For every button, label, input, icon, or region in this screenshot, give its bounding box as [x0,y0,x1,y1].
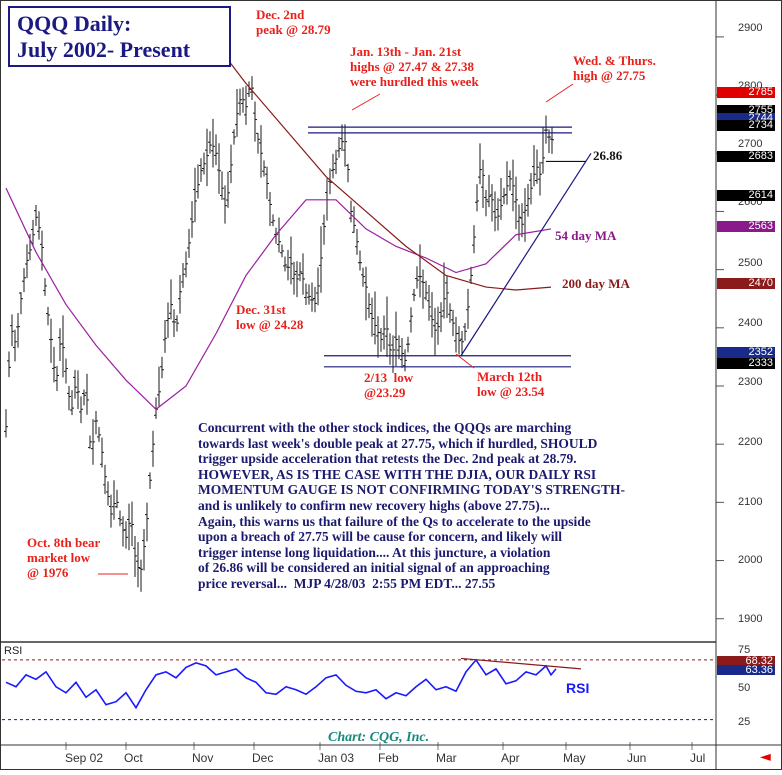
y-tick: 2600 [738,196,763,208]
x-tick: Feb [378,751,399,765]
x-tick: Sep 02 [65,751,104,765]
chart-credit: Chart: CQG, Inc. [328,730,430,745]
price-tag: 2352 [717,347,775,358]
price-tag: 2785 [717,87,775,98]
price-tag: 2755 [717,105,775,116]
price-tag: 2734 [717,120,775,131]
rsi-panel [2,657,716,721]
trendline-uptrend [460,152,592,357]
title-line-2: July 2002- Present [17,37,191,62]
trendlines [98,83,592,575]
x-tick: Jun [627,751,647,765]
x-tick: Oct [124,751,143,765]
annotation-jan-highs: Jan. 13th - Jan. 21st highs @ 27.47 & 27… [350,44,479,89]
x-tick: Nov [192,751,214,765]
scroll-arrow-icon[interactable]: ◄ [760,749,771,765]
x-tick: Jan 03 [318,751,355,765]
y-tick: 2800 [738,80,763,92]
price-tag: 2614 [717,190,775,201]
moving-averages [5,30,552,411]
y-tick: 2100 [738,496,763,508]
annotation-wed-thurs-high: Wed. & Thurs. high @ 27.75 [573,53,656,83]
y-tick: 1900 [738,613,763,625]
y-tick: 2900 [738,22,763,34]
rsi-panel-label: RSI [4,645,23,657]
annotation-pointer [351,93,381,111]
x-tick: Jul [690,751,706,765]
annotation-rsi: RSI [566,680,590,696]
price-tag: 2744 [717,113,775,124]
rsi-value-tag: 63.36 [717,665,775,676]
annotation-oct8-low: Oct. 8th bear market low @ 1976 [27,535,101,580]
rsi-y-tick: 50 [738,682,751,694]
y-tick: 2300 [738,376,763,388]
title-line-1: QQQ Daily: [17,11,132,36]
annotation-feb13-low: 2/13 low @23.29 [364,370,414,400]
annotation-level-2686: 26.86 [593,148,623,163]
x-tick: Apr [501,751,520,765]
chart-title: QQQ Daily: July 2002- Present [8,6,231,67]
x-tick: May [563,751,586,765]
y-tick: 2000 [738,554,763,566]
commentary-text: Concurrent with the other stock indices,… [198,420,626,591]
annotation-200-day-ma: 200 day MA [562,276,630,291]
price-bars [4,76,554,592]
rsi-line [5,658,557,710]
annotation-dec2-peak: Dec. 2nd peak @ 28.79 [256,7,331,37]
annotation-dec31-low: Dec. 31st low @ 24.28 [236,302,304,332]
annotation-pointer [455,353,475,369]
price-tag: 2563 [717,221,775,232]
ma-54-line [5,187,552,411]
x-tick: Mar [436,751,457,765]
annotation-mar12-low: March 12th low @ 23.54 [477,369,545,399]
annotation-54-day-ma: 54 day MA [555,228,617,243]
y-tick: 2400 [738,317,763,329]
y-tick: 2200 [738,436,763,448]
annotation-pointer [545,83,574,103]
x-tick: Dec [252,751,274,765]
y-tick: 2500 [738,257,763,269]
y-tick: 2700 [738,138,763,150]
ma-200-line [205,30,552,291]
rsi-y-tick: 25 [738,716,751,728]
rsi-y-tick: 75 [738,644,751,656]
rsi-value-tag: 68.32 [717,656,775,667]
price-tag: 2470 [717,278,775,289]
price-tag: 2333 [717,358,775,369]
price-tag: 2683 [717,151,775,162]
rsi-divergence-line [460,657,582,670]
